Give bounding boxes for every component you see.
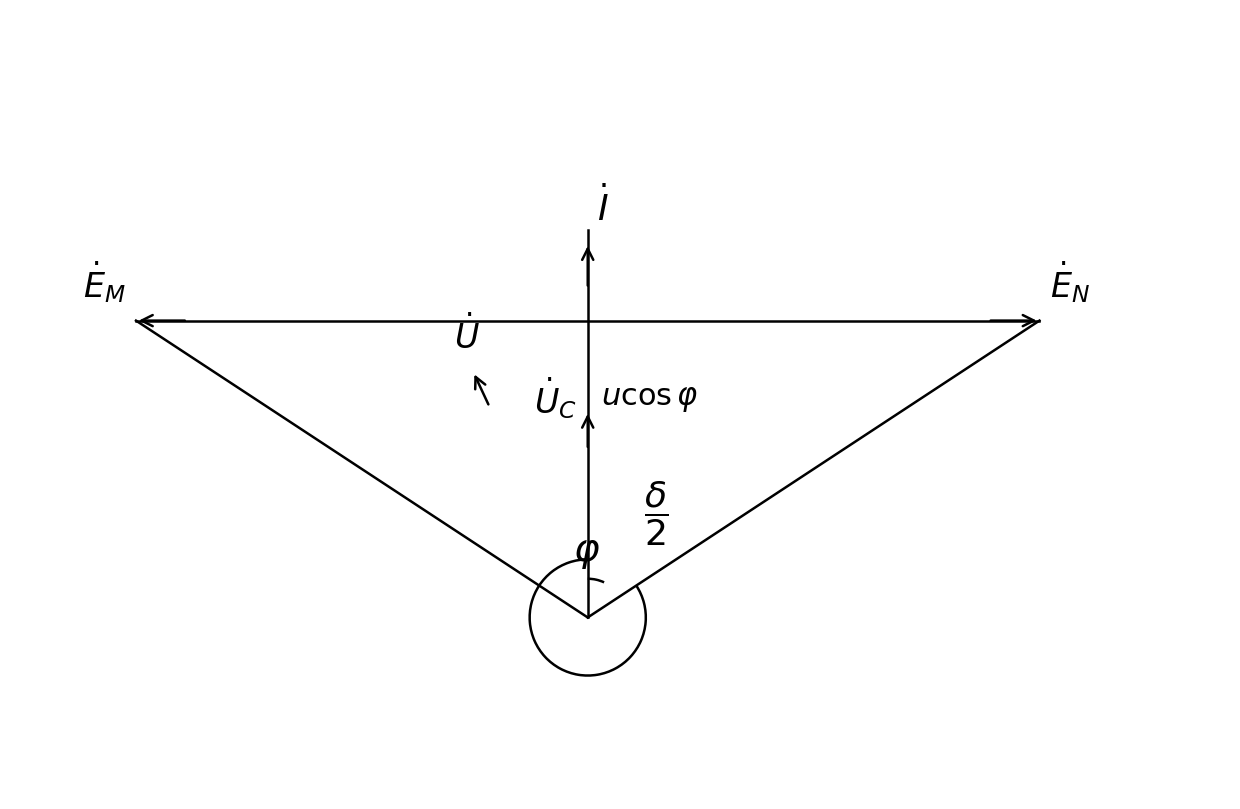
Text: $\dot{E}_M$: $\dot{E}_M$	[83, 259, 125, 305]
Text: $\varphi$: $\varphi$	[573, 533, 600, 571]
Text: $\dot{U}_C$: $\dot{U}_C$	[534, 375, 578, 421]
Text: $u\cos\varphi$: $u\cos\varphi$	[600, 383, 698, 413]
Text: $\dot{E}_N$: $\dot{E}_N$	[1050, 259, 1090, 305]
Text: $\dot{I}$: $\dot{I}$	[598, 186, 609, 227]
Text: $\dfrac{\delta}{2}$: $\dfrac{\delta}{2}$	[644, 480, 668, 548]
Text: $\dot{U}$: $\dot{U}$	[454, 316, 480, 356]
